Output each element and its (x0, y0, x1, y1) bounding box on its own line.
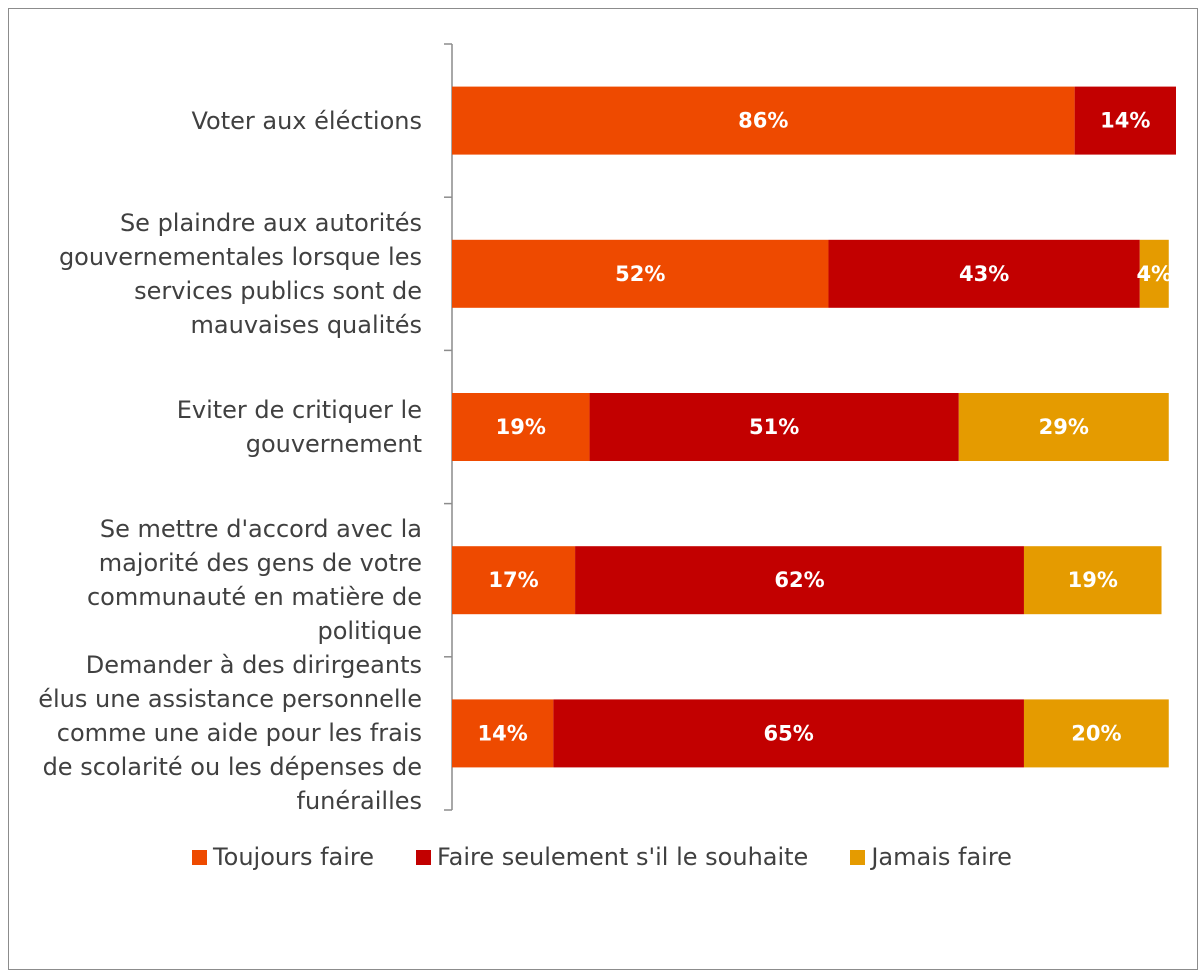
bar-segment (589, 393, 959, 461)
category-label-line: Voter aux éléctions (191, 106, 422, 135)
category-label-line: Se plaindre aux autorités (119, 208, 422, 237)
legend-item: Faire seulement s'il le souhaite (416, 843, 808, 871)
data-label: 4% (1136, 262, 1172, 286)
category-label-line: communauté en matière de (86, 583, 422, 612)
data-label: 14% (478, 721, 528, 745)
data-label: 20% (1071, 721, 1121, 745)
category-label-line: services publics sont de (134, 276, 422, 305)
category-label: Demander à des dirirgeants élus une assis… (20, 648, 422, 818)
category-label-line: élus une assistance personnelle (38, 685, 422, 714)
legend: Toujours faire Faire seulement s'il le so… (0, 843, 1204, 871)
data-label: 86% (738, 109, 788, 133)
legend-swatch (850, 849, 866, 865)
data-label: 17% (488, 568, 538, 592)
legend-label: Jamais faire (871, 843, 1012, 871)
data-label: 65% (764, 721, 814, 745)
category-label-line: funérailles (296, 787, 422, 816)
category-label-line: mauvaises qualités (190, 310, 422, 339)
legend-item: Toujours faire (192, 843, 374, 871)
bar-segment (553, 699, 1024, 768)
category-label: Se mettre d'accord avec la majorité des g… (20, 512, 422, 648)
category-label-line: Demander à des dirirgeants (85, 651, 422, 680)
bar-segment (452, 239, 829, 308)
category-label-line: gouvernement (245, 430, 422, 458)
data-label: 62% (774, 568, 824, 592)
category-label-line: gouvernementales lorsque les (58, 242, 422, 271)
category-label-line: majorité des gens de votre (98, 549, 422, 578)
category-label-line: comme une aide pour les frais (56, 719, 422, 748)
category-label: Se plaindre aux autorités gouvernementale… (20, 206, 422, 342)
category-label-line: politique (317, 617, 422, 646)
bar-segment (452, 699, 554, 768)
bar-segment (452, 86, 1075, 155)
bar-segment (452, 546, 576, 615)
data-label: 43% (959, 262, 1009, 286)
data-label: 51% (749, 415, 799, 439)
category-label-line: Se mettre d'accord avec la (99, 515, 422, 544)
chart-frame (8, 8, 1198, 970)
bar-segment (1023, 546, 1162, 615)
bar-segment (1023, 699, 1169, 768)
bar-segment (958, 393, 1169, 461)
legend-label: Faire seulement s'il le souhaite (437, 843, 809, 871)
bar-segment (1139, 239, 1169, 308)
data-label: 29% (1039, 415, 1089, 439)
data-label: 19% (496, 415, 546, 439)
data-label: 19% (1068, 568, 1118, 592)
legend-label: Toujours faire (213, 843, 375, 871)
category-label-line: de scolarité ou les dépenses de (42, 753, 422, 782)
data-label: 14% (1100, 109, 1150, 133)
bar-segment (575, 546, 1024, 615)
bar-segment (828, 239, 1140, 308)
bar-segment (1074, 86, 1176, 155)
legend-swatch (192, 849, 208, 865)
data-label: 52% (615, 262, 665, 286)
category-label-line: Eviter de critiquer le (176, 396, 422, 424)
bar-segment (452, 393, 590, 461)
legend-item: Jamais faire (850, 843, 1012, 871)
legend-swatch (416, 849, 432, 865)
category-label: Voter aux éléctions (20, 104, 422, 138)
category-label: Eviter de critiquer le gouvernement (20, 393, 422, 461)
